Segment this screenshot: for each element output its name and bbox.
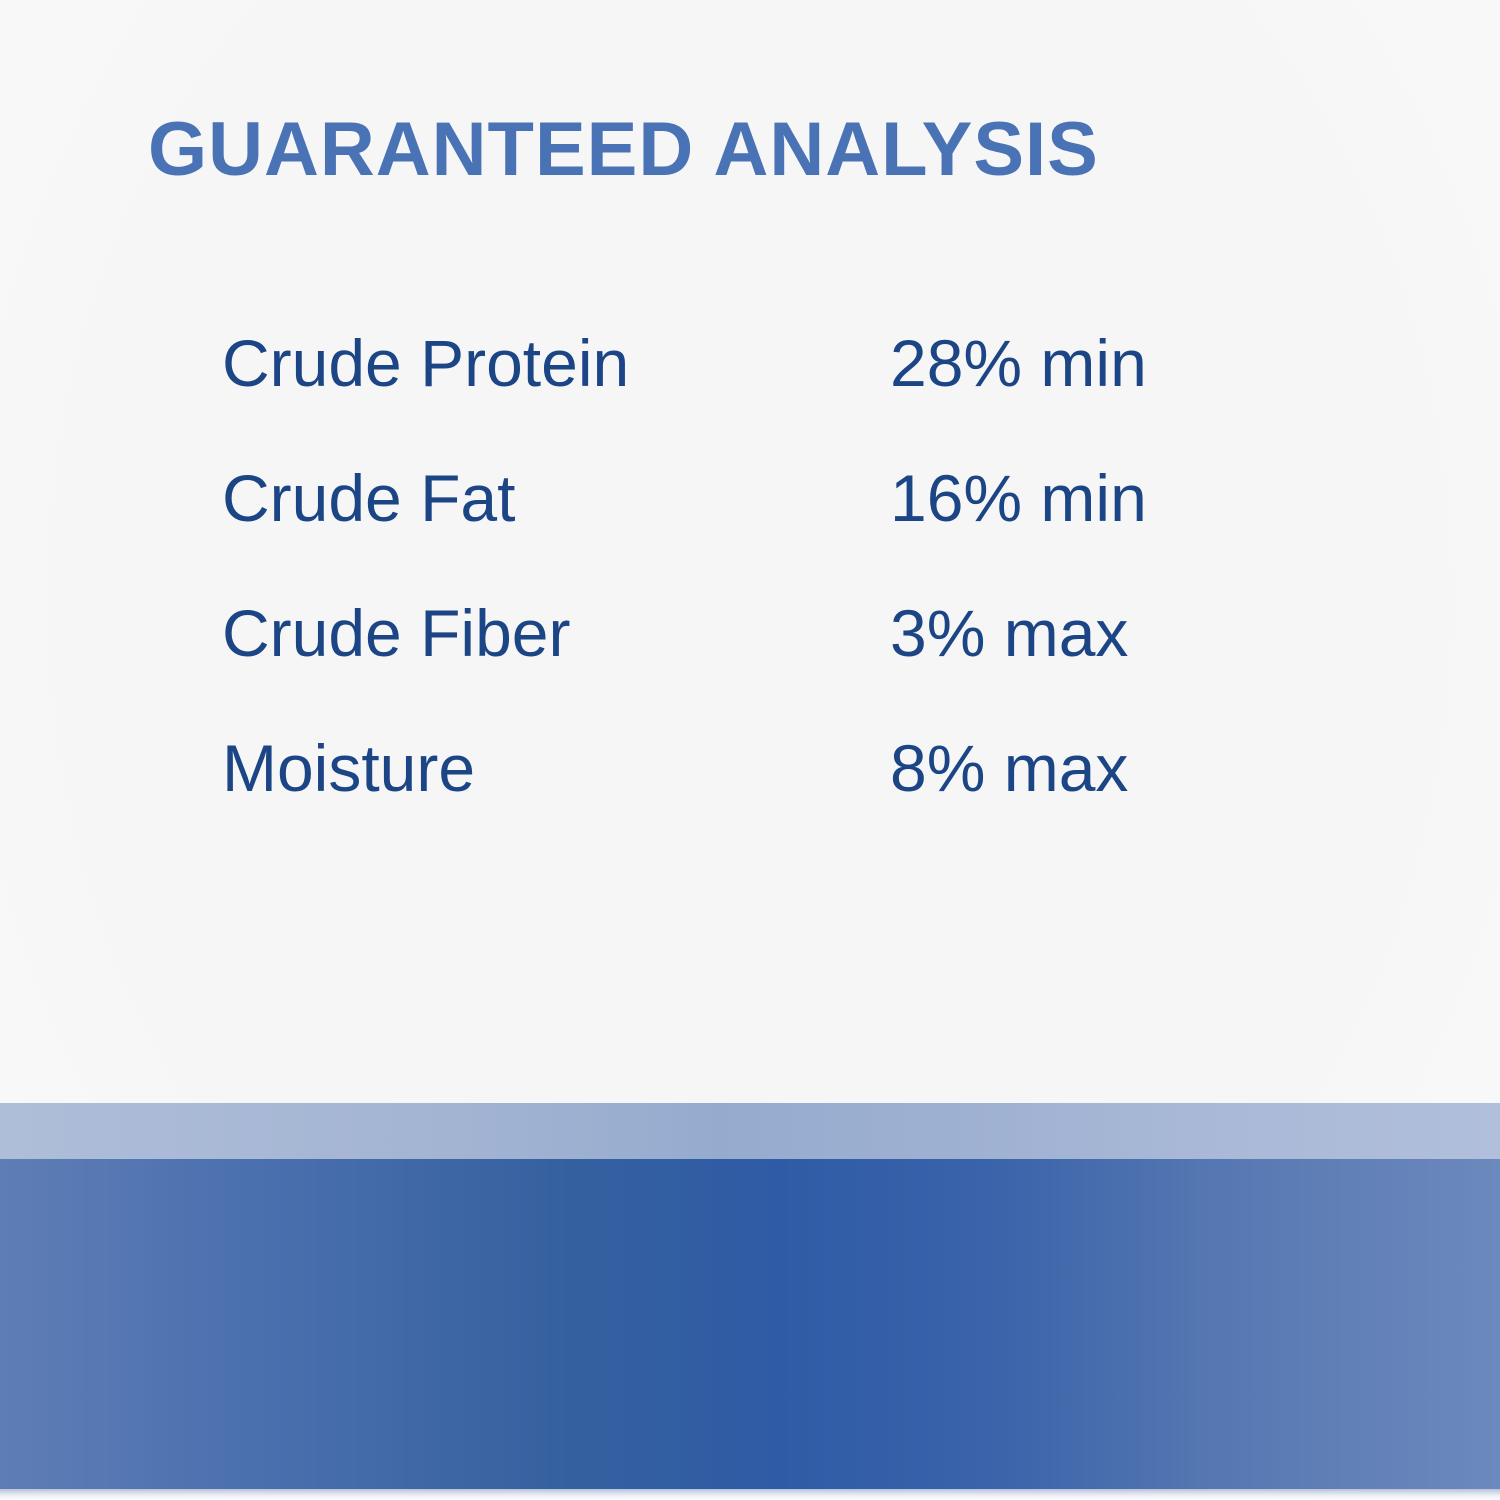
table-row: Crude Protein 28% min [222, 330, 1282, 465]
table-row: Crude Fat 16% min [222, 465, 1282, 600]
nutrient-label: Crude Fat [222, 461, 516, 535]
table-row: Crude Fiber 3% max [222, 600, 1282, 735]
nutrient-label: Crude Fiber [222, 596, 571, 670]
nutrient-value: 8% max [890, 731, 1129, 805]
guaranteed-analysis-title: GUARANTEED ANALYSIS [148, 107, 1099, 192]
table-row: Moisture 8% max [222, 735, 1282, 870]
nutrient-value: 3% max [890, 596, 1129, 670]
nutrient-label: Moisture [222, 731, 476, 805]
package-accent-band-dark [0, 1159, 1500, 1489]
nutrient-value: 28% min [890, 326, 1147, 400]
nutrient-label: Crude Protein [222, 326, 630, 400]
nutrient-value: 16% min [890, 461, 1147, 535]
package-bottom-edge [0, 1489, 1500, 1500]
package-accent-stripe-light [0, 1103, 1500, 1159]
analysis-table: Crude Protein 28% min Crude Fat 16% min … [222, 330, 1282, 870]
